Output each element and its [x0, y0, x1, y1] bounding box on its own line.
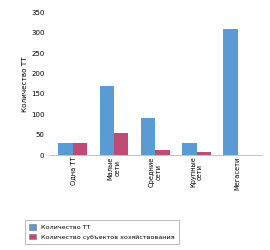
Bar	[100, 86, 114, 155]
Legend: Количество ТТ, Количество субъектов хозяйствования: Количество ТТ, Количество субъектов хозя…	[25, 220, 179, 244]
Bar	[197, 152, 211, 155]
Y-axis label: Количество ТТ: Количество ТТ	[22, 56, 28, 112]
Bar	[114, 132, 129, 155]
Bar	[223, 29, 238, 155]
Bar	[182, 143, 197, 155]
Bar	[58, 143, 73, 155]
Bar	[141, 118, 155, 155]
Bar	[73, 143, 87, 155]
Bar	[238, 154, 252, 155]
Bar	[155, 150, 170, 155]
